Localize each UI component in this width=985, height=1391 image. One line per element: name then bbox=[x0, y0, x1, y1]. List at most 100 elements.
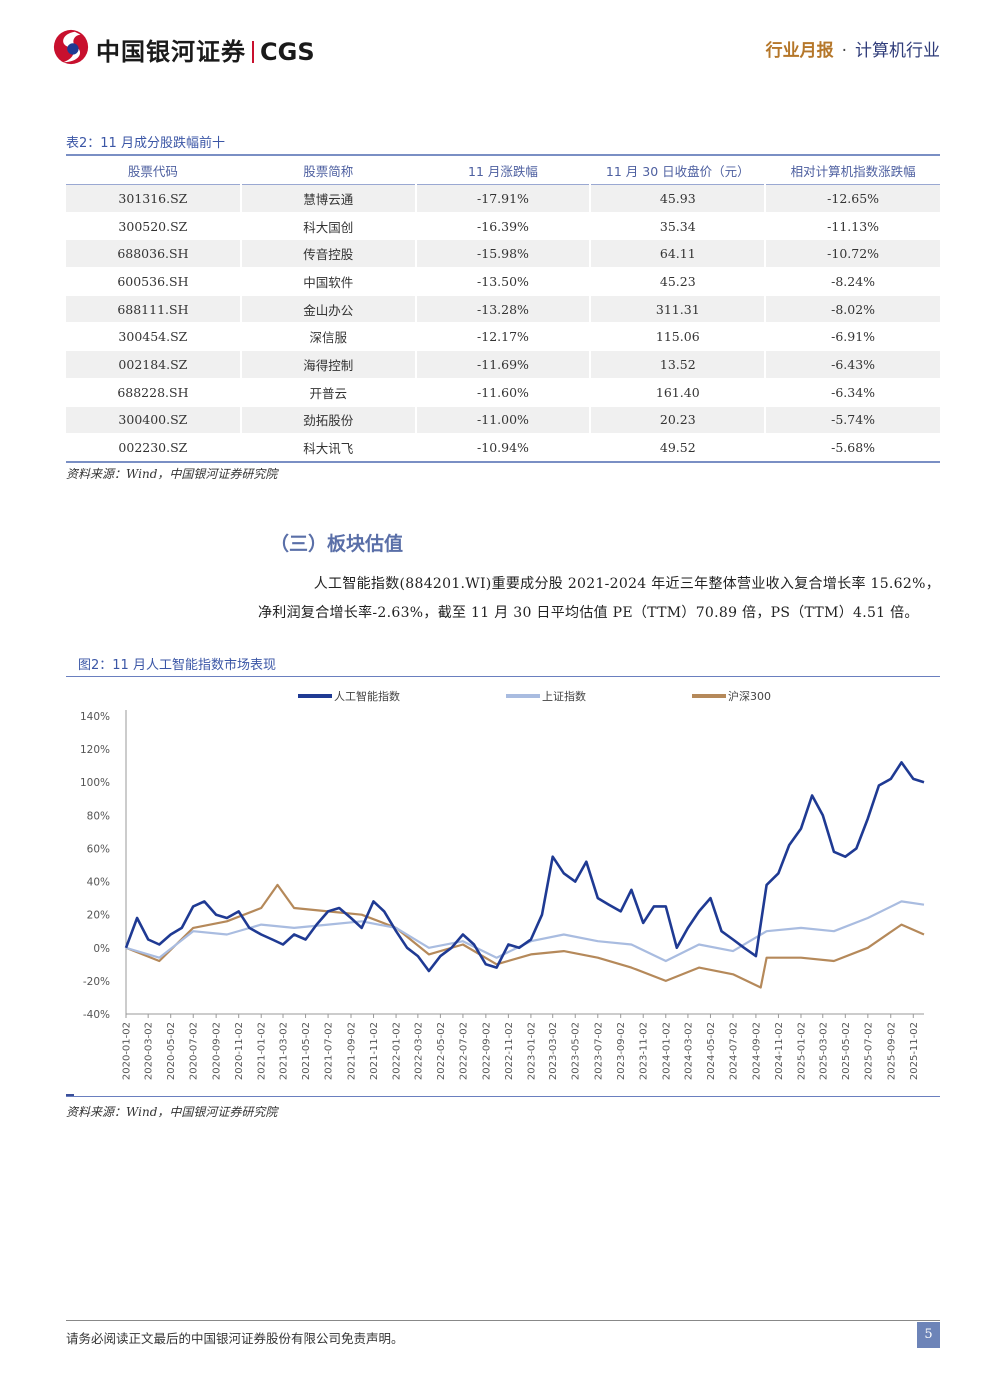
x-tick-label: 2022-09-02 bbox=[481, 1022, 492, 1080]
x-tick-label: 2020-07-02 bbox=[189, 1022, 200, 1080]
table-cell: 慧博云通 bbox=[239, 184, 416, 213]
table-cell: -11.00% bbox=[414, 405, 591, 434]
table-cell: 劲拓股份 bbox=[239, 405, 416, 434]
table-cell: 13.52 bbox=[589, 350, 766, 379]
x-tick-label: 2023-05-02 bbox=[571, 1022, 582, 1080]
table-cell: -6.91% bbox=[764, 322, 940, 351]
table-body: 301316.SZ 慧博云通 -17.91% 45.93 -12.65% 300520.S… bbox=[66, 184, 940, 463]
x-tick-label: 2025-07-02 bbox=[863, 1022, 874, 1080]
x-tick-label: 2020-05-02 bbox=[166, 1022, 177, 1080]
stock-table: 股票代码 股票简称 11 月涨跌幅 11 月 30 日收盘价（元） 相对计算机指数涨跌幅… bbox=[66, 154, 940, 463]
table-cell: -16.39% bbox=[414, 211, 591, 240]
table-row: 300520.SZ 科大国创 -16.39% 35.34 -11.13% bbox=[66, 211, 940, 240]
table-cell: 300400.SZ bbox=[66, 405, 241, 434]
table-row: 300400.SZ 劲拓股份 -11.00% 20.23 -5.74% bbox=[66, 405, 940, 434]
x-tick-label: 2022-01-02 bbox=[392, 1022, 403, 1080]
x-tick-label: 2023-07-02 bbox=[593, 1022, 604, 1080]
x-tick-label: 2021-09-02 bbox=[346, 1022, 357, 1080]
table-cell: -12.17% bbox=[414, 322, 591, 351]
x-tick-label: 2024-03-02 bbox=[683, 1022, 694, 1080]
table-row: 301316.SZ 慧博云通 -17.91% 45.93 -12.65% bbox=[66, 184, 940, 213]
x-tick-label: 2022-07-02 bbox=[458, 1022, 469, 1080]
x-tick-label: 2024-01-02 bbox=[661, 1022, 672, 1080]
header-separator: · bbox=[841, 41, 847, 61]
table-cell: 115.06 bbox=[589, 322, 766, 351]
table-cell: -6.43% bbox=[764, 350, 940, 379]
table-caption: 表2：11 月成分股跌幅前十 bbox=[66, 136, 225, 151]
table-cell: 深信服 bbox=[239, 322, 416, 351]
x-tick-label: 2025-11-02 bbox=[909, 1022, 920, 1080]
x-tick-label: 2021-07-02 bbox=[324, 1022, 335, 1080]
x-tick-label: 2020-09-02 bbox=[212, 1022, 223, 1080]
figure-source: 资料来源：Wind，中国银河证券研究院 bbox=[66, 1105, 278, 1119]
table-cell: 金山办公 bbox=[239, 294, 416, 323]
y-tick-label: -20% bbox=[83, 976, 110, 988]
y-tick-label: 80% bbox=[87, 810, 110, 822]
table-cell: 002184.SZ bbox=[66, 350, 241, 379]
footer-rule bbox=[66, 1320, 940, 1321]
report-header: 行业月报 · 计算机行业 bbox=[766, 36, 940, 61]
logo-icon bbox=[53, 29, 89, 65]
table-cell: 45.93 bbox=[589, 184, 766, 213]
y-tick-label: 120% bbox=[80, 744, 110, 756]
x-tick-label: 2023-03-02 bbox=[548, 1022, 559, 1080]
y-tick-label: 60% bbox=[87, 843, 110, 855]
figure-corner-mark bbox=[66, 1094, 74, 1096]
table-row: 688036.SH 传音控股 -15.98% 64.11 -10.72% bbox=[66, 239, 940, 268]
figure-bottom-rule bbox=[66, 1096, 940, 1097]
table-cell: -10.94% bbox=[414, 433, 591, 463]
table-cell: 49.52 bbox=[589, 433, 766, 463]
table-row: 688111.SH 金山办公 -13.28% 311.31 -8.02% bbox=[66, 294, 940, 323]
x-tick-label: 2023-01-02 bbox=[526, 1022, 537, 1080]
table-cell: 科大讯飞 bbox=[239, 433, 416, 463]
body-paragraph: 人工智能指数(884201.WI)重要成分股 2021-2024 年近三年整体营… bbox=[258, 570, 940, 628]
table-cell: 300454.SZ bbox=[66, 322, 241, 351]
table-cell: -8.24% bbox=[764, 267, 940, 296]
table-cell: -12.65% bbox=[764, 184, 940, 213]
x-tick-label: 2020-11-02 bbox=[234, 1022, 245, 1080]
table-cell: 海得控制 bbox=[239, 350, 416, 379]
table-row: 002184.SZ 海得控制 -11.69% 13.52 -6.43% bbox=[66, 350, 940, 379]
table-cell: -13.50% bbox=[414, 267, 591, 296]
footer-disclaimer: 请务必阅读正文最后的中国银河证券股份有限公司免责声明。 bbox=[66, 1331, 404, 1346]
x-tick-label: 2021-11-02 bbox=[369, 1022, 380, 1080]
x-tick-label: 2023-11-02 bbox=[639, 1022, 650, 1080]
logo-text: 中国银河证券 CGS bbox=[96, 32, 315, 67]
series-line bbox=[124, 761, 925, 973]
table-row: 002230.SZ 科大讯飞 -10.94% 49.52 -5.68% bbox=[66, 433, 940, 463]
column-header: 11 月 30 日收盘价（元） bbox=[589, 154, 766, 185]
y-tick-label: -40% bbox=[83, 1009, 110, 1021]
x-tick-label: 2024-05-02 bbox=[706, 1022, 717, 1080]
x-tick-label: 2025-05-02 bbox=[841, 1022, 852, 1080]
x-tick-label: 2024-07-02 bbox=[728, 1022, 739, 1080]
table-cell: -15.98% bbox=[414, 239, 591, 268]
table-cell: -11.69% bbox=[414, 350, 591, 379]
table-cell: 301316.SZ bbox=[66, 184, 241, 213]
logo-name: 中国银河证券 bbox=[96, 38, 246, 66]
column-header: 相对计算机指数涨跌幅 bbox=[764, 154, 940, 185]
section-title: （三）板块估值 bbox=[270, 533, 404, 555]
table-cell: 688036.SH bbox=[66, 239, 241, 268]
x-tick-label: 2023-09-02 bbox=[616, 1022, 627, 1080]
table-cell: -11.60% bbox=[414, 377, 591, 406]
table-cell: 002230.SZ bbox=[66, 433, 241, 463]
table-cell: 开普云 bbox=[239, 377, 416, 406]
x-tick-label: 2020-03-02 bbox=[144, 1022, 155, 1080]
table-cell: 161.40 bbox=[589, 377, 766, 406]
column-header: 股票代码 bbox=[66, 154, 241, 185]
table-cell: 20.23 bbox=[589, 405, 766, 434]
x-tick-label: 2021-05-02 bbox=[301, 1022, 312, 1080]
table-cell: -6.34% bbox=[764, 377, 940, 406]
y-tick-label: 20% bbox=[87, 910, 110, 922]
paragraph-line: 人工智能指数(884201.WI)重要成分股 2021-2024 年近三年整体营… bbox=[313, 576, 940, 592]
x-tick-label: 2025-03-02 bbox=[818, 1022, 829, 1080]
line-chart: 140% 120% 100% 80% 60% 40% 20% 0% -20% -40% 2020-0… bbox=[80, 689, 925, 1080]
legend-label: 上证指数 bbox=[542, 689, 586, 703]
y-tick-label: 100% bbox=[80, 777, 110, 789]
table-cell: -10.72% bbox=[764, 239, 940, 268]
table-cell: 688228.SH bbox=[66, 377, 241, 406]
table-cell: 311.31 bbox=[589, 294, 766, 323]
x-tick-label: 2022-03-02 bbox=[413, 1022, 424, 1080]
table-cell: 科大国创 bbox=[239, 211, 416, 240]
x-tick-label: 2025-01-02 bbox=[796, 1022, 807, 1080]
